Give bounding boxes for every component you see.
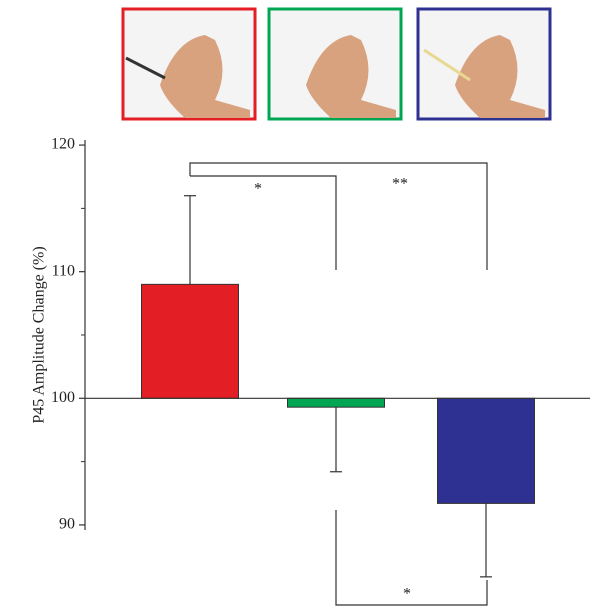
chart: P45 Amplitude Change (%) * ** * 90 100 110… (0, 0, 600, 608)
y-tick-label: 90 (59, 516, 75, 533)
y-tick-label: 120 (51, 136, 75, 153)
significance-label: ** (392, 176, 408, 193)
significance-label: * (403, 586, 411, 603)
significance-label: * (254, 181, 262, 198)
stimulus-images (123, 9, 550, 119)
hand (160, 35, 545, 118)
bar (142, 284, 239, 398)
y-axis-label: P45 Amplitude Change (%) (31, 246, 48, 423)
y-tick-label: 110 (52, 262, 75, 279)
bar (438, 398, 535, 503)
bar (288, 398, 385, 407)
y-tick-label: 100 (51, 389, 75, 406)
